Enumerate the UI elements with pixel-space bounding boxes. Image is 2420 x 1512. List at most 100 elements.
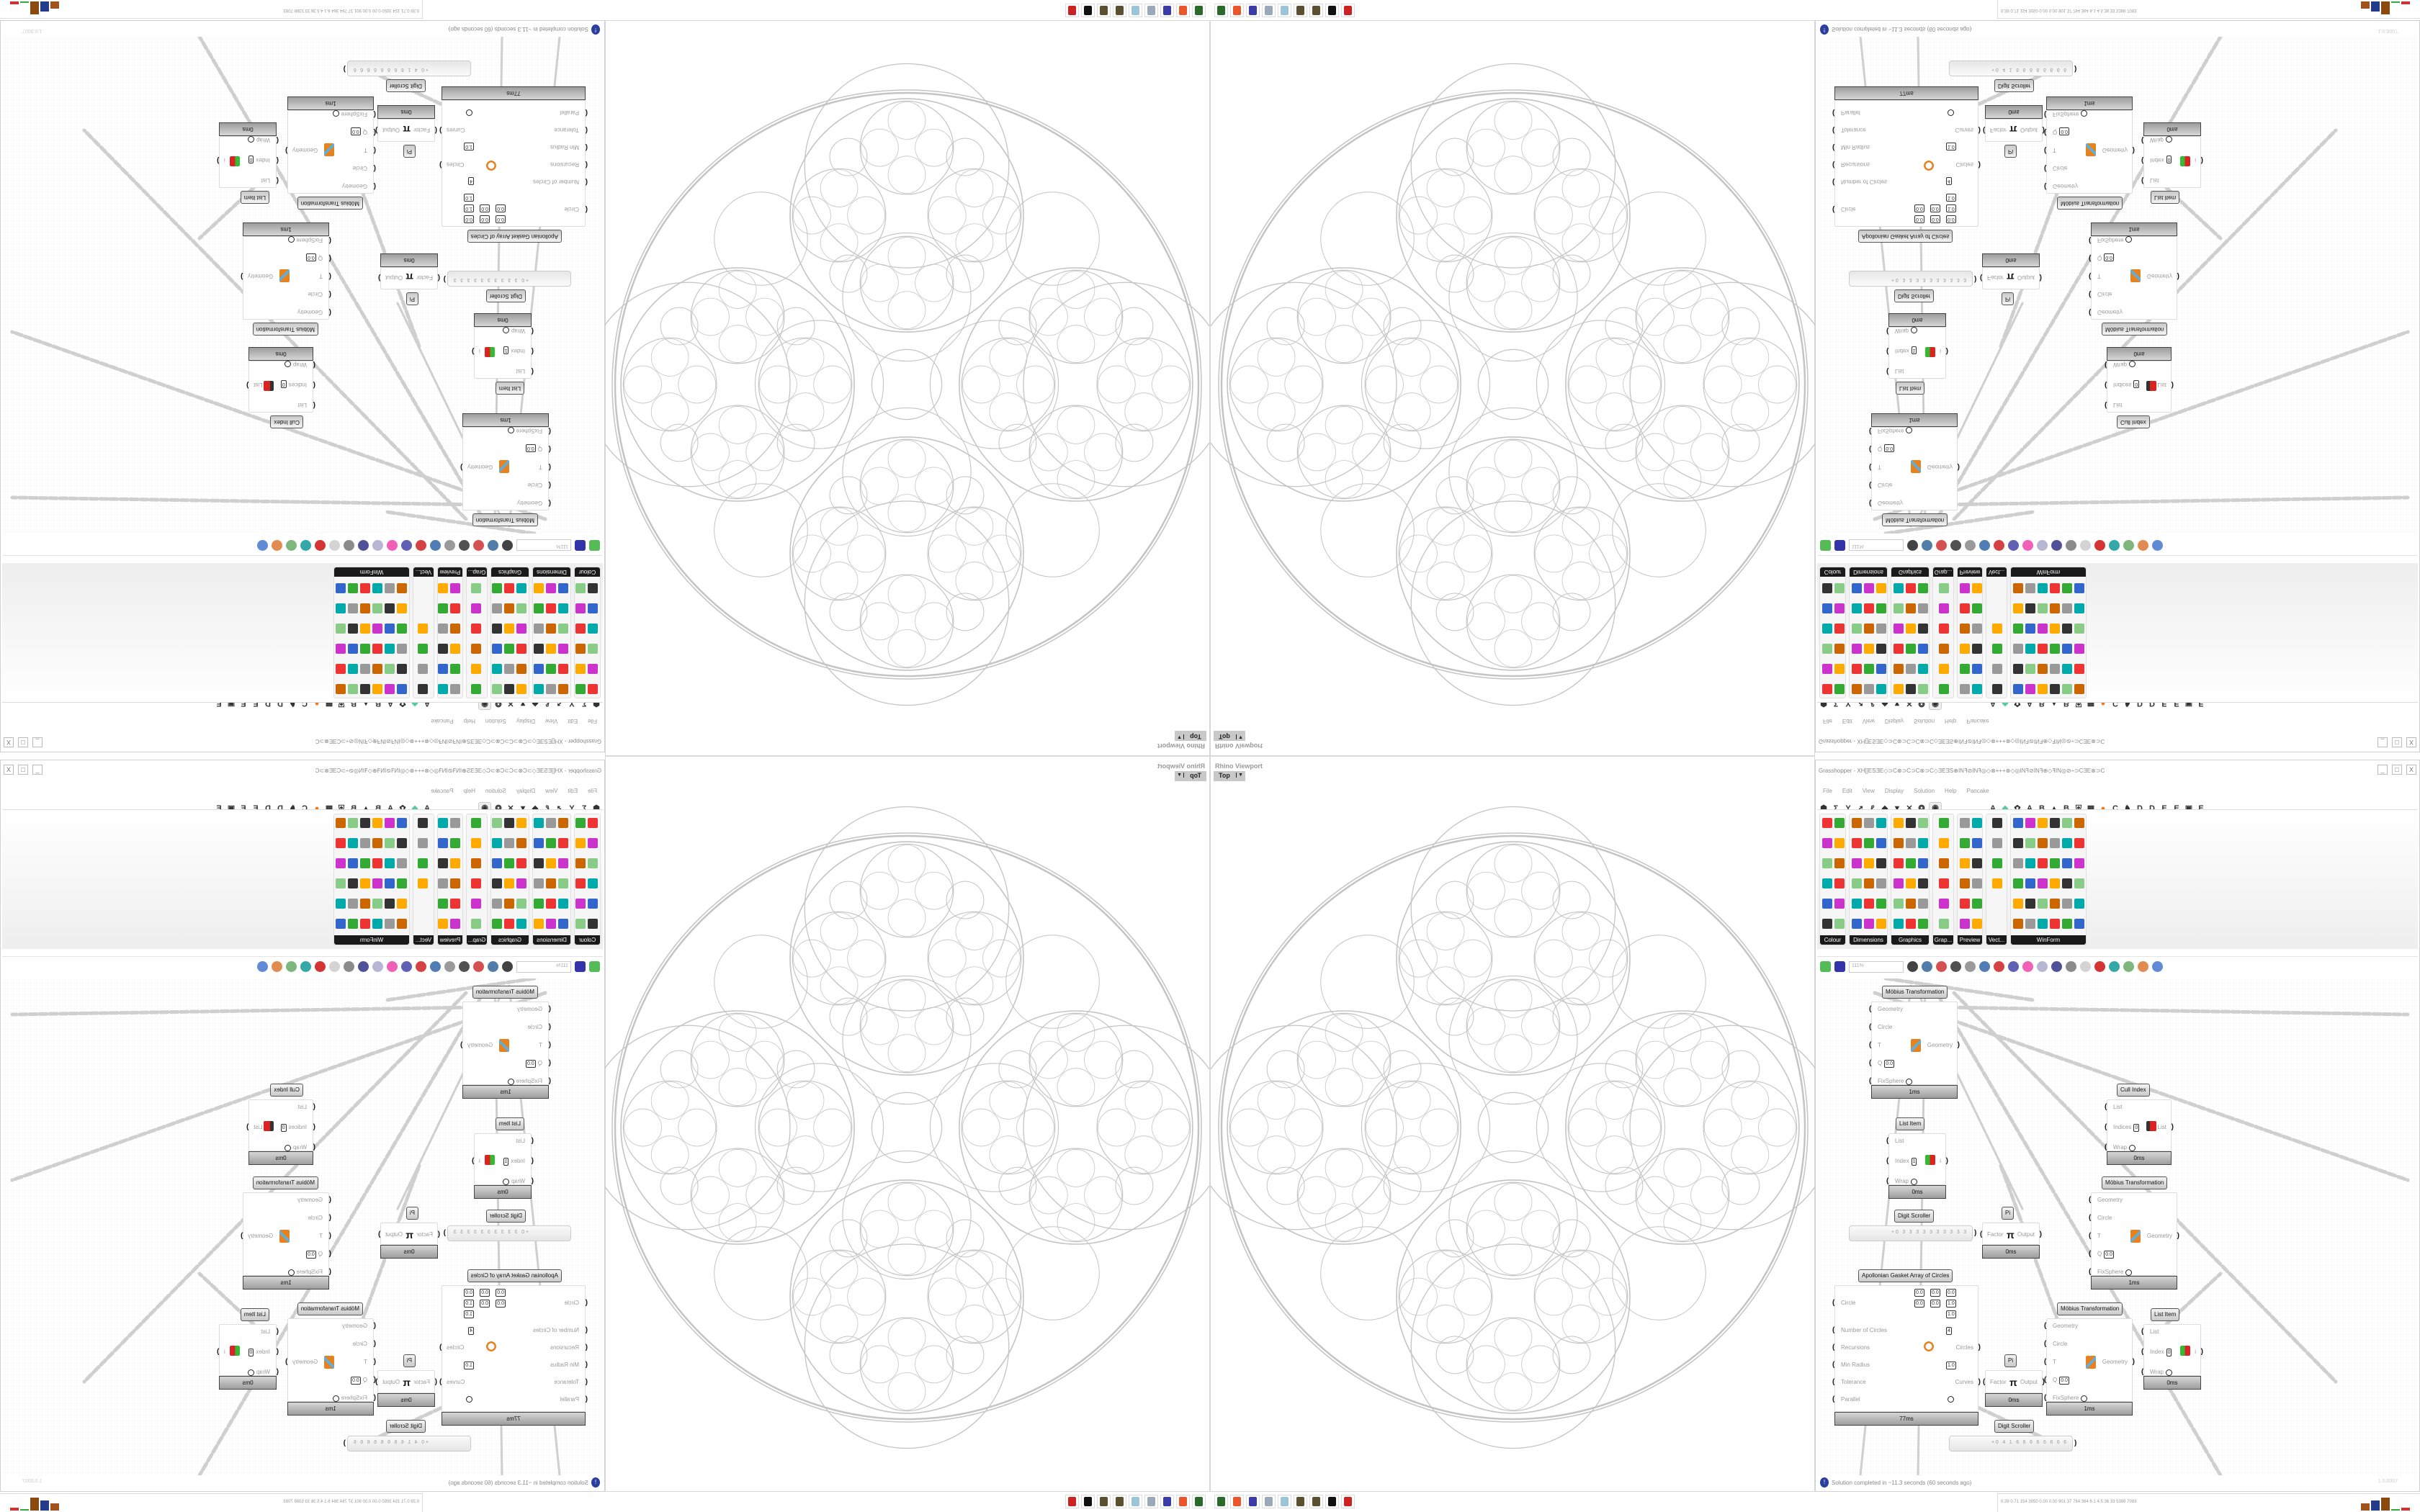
toolbar-icon[interactable]: [2008, 961, 2019, 972]
input-port[interactable]: (: [2141, 176, 2144, 184]
component-icon[interactable]: [1894, 603, 1904, 613]
component-icon[interactable]: [2013, 878, 2023, 888]
component-icon[interactable]: [1918, 624, 1928, 634]
component-m-bius-transformation[interactable]: (Geometry(Circle(T(Q 0.0(FixSphere Geometr…: [2044, 1318, 2135, 1402]
menu-display[interactable]: Display: [1884, 718, 1904, 724]
toolbar-icon[interactable]: [1994, 540, 2004, 551]
input-port[interactable]: (: [1832, 205, 1835, 213]
component-m-bius-transformation[interactable]: (Geometry(Circle(T(Q 0.0(FixSphere Geometr…: [2089, 236, 2179, 320]
component-icon[interactable]: [516, 664, 526, 674]
input-port[interactable]: (: [1886, 1137, 1889, 1145]
component-icon[interactable]: [534, 838, 544, 848]
component-list-item[interactable]: (List(Index 1(Wrap i): [472, 327, 534, 379]
output-port[interactable]: ): [439, 161, 442, 168]
component-icon[interactable]: [372, 899, 382, 909]
device-manager-task[interactable]: [1192, 4, 1206, 17]
toolbar-icon[interactable]: [286, 540, 297, 551]
component-icon[interactable]: [1939, 583, 1949, 593]
component-icon[interactable]: [575, 583, 586, 593]
component-icon[interactable]: [471, 838, 481, 848]
input-port[interactable]: (: [1832, 178, 1835, 186]
component-icon[interactable]: [336, 838, 346, 848]
component-icon[interactable]: [504, 899, 514, 909]
component-list-item[interactable]: (List(Index 0(Wrap i): [217, 1324, 279, 1376]
input-port[interactable]: (: [1869, 427, 1872, 435]
component-icon[interactable]: [2050, 684, 2060, 694]
output-port[interactable]: ): [1945, 347, 1948, 355]
fixsphere-toggle[interactable]: [1906, 427, 1913, 434]
component-icon[interactable]: [588, 919, 598, 929]
rhino-task[interactable]: [1113, 1495, 1126, 1508]
input-port[interactable]: (: [1832, 143, 1835, 151]
fixsphere-toggle[interactable]: [332, 110, 339, 117]
toolbar-icon[interactable]: [459, 540, 470, 551]
component-icon[interactable]: [492, 919, 502, 929]
component-pi[interactable]: (Factor π Output): [1983, 119, 2045, 142]
device-manager-task[interactable]: [1214, 1495, 1228, 1508]
component-icon[interactable]: [2074, 858, 2084, 868]
notepad-task[interactable]: [1278, 4, 1291, 17]
center-y[interactable]: 0.0: [480, 1289, 490, 1297]
tab-icon[interactable]: D: [2137, 804, 2143, 813]
component-title[interactable]: Pi: [2002, 1207, 2015, 1220]
component-icon[interactable]: [471, 919, 481, 929]
output-port[interactable]: ): [439, 1344, 442, 1351]
component-icon[interactable]: [1864, 919, 1874, 929]
input-port[interactable]: (: [548, 499, 551, 507]
component-icon[interactable]: [385, 878, 395, 888]
toolbar-icon[interactable]: [2094, 540, 2105, 551]
component-icon[interactable]: [1918, 583, 1928, 593]
num-circles-value[interactable]: 4: [468, 1327, 474, 1335]
component-list-item[interactable]: (List(Index 1(Wrap i): [472, 1133, 534, 1185]
input-port[interactable]: (: [373, 146, 376, 154]
toolbar-icon[interactable]: [2037, 540, 2048, 551]
component-icon[interactable]: [397, 858, 407, 868]
wrap-toggle[interactable]: [248, 136, 255, 143]
component-icon[interactable]: [1864, 684, 1874, 694]
component-icon[interactable]: [438, 684, 448, 694]
component-icon[interactable]: [558, 858, 568, 868]
input-port[interactable]: (: [276, 156, 279, 164]
component-icon[interactable]: [2050, 919, 2060, 929]
firefox-task[interactable]: [1176, 1495, 1190, 1508]
component-title[interactable]: Pi: [2002, 292, 2015, 305]
q-value[interactable]: 0.0: [351, 1376, 361, 1385]
tab-icon[interactable]: E: [2174, 804, 2179, 813]
component-icon[interactable]: [397, 624, 407, 634]
component-icon[interactable]: [2013, 684, 2023, 694]
output-port[interactable]: ): [1978, 1378, 1981, 1386]
component-icon[interactable]: [575, 878, 586, 888]
toolbar-icon[interactable]: [430, 961, 441, 972]
min-radius-value[interactable]: 1.0: [464, 1362, 474, 1369]
component-icon[interactable]: [1822, 583, 1832, 593]
component-icon[interactable]: [504, 919, 514, 929]
component-icon[interactable]: [588, 603, 598, 613]
component-icon[interactable]: [2038, 899, 2048, 909]
component-title[interactable]: Möbius Transformation: [297, 1302, 363, 1315]
component-title[interactable]: List Item: [2151, 191, 2180, 204]
index-value[interactable]: 0: [2133, 380, 2140, 389]
component-title[interactable]: Apollonian Gasket Array of Circles: [1858, 1269, 1953, 1282]
component-cull-index[interactable]: (List(Indices 0(Wrap List): [2105, 1099, 2174, 1151]
output-port[interactable]: ): [2132, 146, 2135, 154]
input-port[interactable]: (: [313, 1123, 315, 1131]
fixsphere-toggle[interactable]: [2081, 110, 2088, 117]
component-icon[interactable]: [1864, 624, 1874, 634]
toolbar-icon[interactable]: [416, 540, 426, 551]
toolbar-icon[interactable]: [344, 540, 354, 551]
toolbar-icon[interactable]: [387, 540, 398, 551]
input-port[interactable]: (: [434, 126, 437, 134]
component-icon[interactable]: [1906, 664, 1916, 674]
maximize-button[interactable]: □: [2392, 737, 2402, 747]
menu-help[interactable]: Help: [463, 718, 475, 724]
component-icon[interactable]: [558, 878, 568, 888]
component-icon[interactable]: [2074, 664, 2084, 674]
component-icon[interactable]: [418, 878, 428, 888]
component-icon[interactable]: [2062, 664, 2072, 674]
menu-help[interactable]: Help: [463, 788, 475, 794]
component-icon[interactable]: [1834, 878, 1845, 888]
component-icon[interactable]: [1906, 878, 1916, 888]
component-icon[interactable]: [1972, 878, 1982, 888]
toolbar-icon[interactable]: [329, 540, 340, 551]
toolbar-icon[interactable]: [444, 540, 455, 551]
